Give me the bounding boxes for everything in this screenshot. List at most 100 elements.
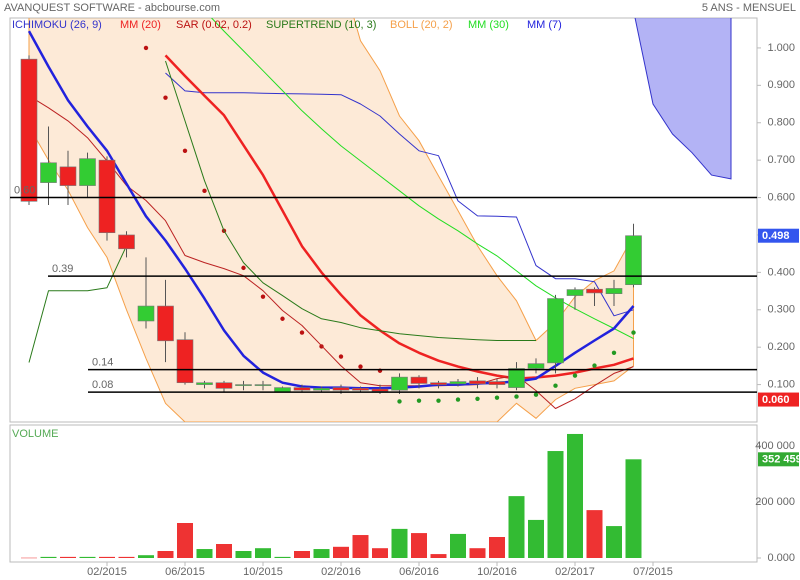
candle-body: [332, 387, 350, 391]
candle-body: [254, 384, 272, 386]
price-tag: [758, 452, 799, 467]
price-tag: [758, 228, 799, 243]
indicator-line: [164, 54, 634, 380]
legend-entry: MM (7): [527, 19, 562, 31]
y-tick-label: 0.100: [767, 378, 795, 390]
level-label: 0.08: [92, 379, 113, 391]
sar-dot: [358, 364, 363, 369]
volume-bar: [60, 556, 76, 558]
candle-body: [79, 158, 96, 186]
volume-bar: [606, 526, 622, 558]
candle-body: [391, 376, 408, 391]
y-tick-label: 1.000: [767, 42, 795, 54]
x-tick-label: 06/2015: [165, 566, 205, 578]
price-panel: [9, 17, 758, 423]
sar-dot: [202, 188, 207, 194]
y-tick-label: 200 000: [755, 496, 795, 508]
y-tick-label: 0.900: [767, 79, 795, 91]
candle-body: [586, 288, 603, 294]
candle-body: [59, 166, 77, 186]
price-tag-label: 0.060: [762, 394, 790, 406]
volume-bar: [255, 548, 271, 558]
candle-body: [566, 289, 584, 296]
candle-body: [352, 388, 369, 391]
indicator-line: [27, 30, 635, 390]
volume-bar: [489, 537, 505, 558]
candle-body: [196, 382, 213, 385]
volume-bar: [138, 555, 154, 558]
volume-panel: [9, 424, 758, 563]
sar-dot: [397, 399, 402, 404]
indicator-line: [28, 60, 536, 363]
price-tag-label: 352 459: [762, 454, 800, 466]
candle-body: [137, 305, 155, 322]
volume-bar: [216, 544, 232, 558]
sar-dot: [280, 316, 285, 321]
sar-dot: [475, 396, 480, 402]
indicator-line: [165, 72, 634, 317]
sar-dot: [182, 148, 188, 153]
volume-bar: [586, 510, 603, 558]
x-tick-label: 02/2016: [321, 566, 361, 578]
sar-dot: [572, 373, 578, 378]
volume-bar: [79, 556, 96, 558]
sar-dot: [611, 350, 617, 355]
y-tick-label: 0.200: [767, 341, 795, 353]
candle-body: [293, 387, 311, 391]
price-plot: [20, 18, 732, 422]
legend-entry: BOLL (20, 2): [390, 19, 453, 31]
candle-body: [98, 159, 116, 234]
sar-dot: [494, 395, 500, 400]
x-tick-label: 10/2016: [477, 566, 517, 578]
level-label: 0.39: [52, 263, 73, 275]
candle-body: [313, 388, 330, 391]
y-tick-label: 0.000: [767, 552, 795, 564]
candle-body: [527, 363, 545, 369]
legend-entry: MM (20): [120, 19, 161, 31]
band-area: [28, 18, 634, 422]
candle-body: [605, 288, 623, 294]
period: 5 ANS - MENSUEL: [702, 2, 796, 14]
chart-title: AVANQUEST SOFTWARE - abcbourse.com: [4, 2, 220, 14]
x-tick-label: 07/2015: [633, 566, 673, 578]
y-tick-label: 0.800: [767, 117, 795, 129]
overlay: 0.1000.2000.3000.4000.5000.6000.7000.800…: [10, 19, 800, 578]
x-tick-label: 02/2015: [87, 566, 127, 578]
volume-bar: [196, 549, 213, 558]
candle-body: [449, 381, 467, 385]
price-tag-label: 0.498: [762, 230, 790, 242]
candle-body: [469, 380, 486, 385]
candle-body: [547, 298, 564, 364]
sar-dot: [241, 265, 246, 271]
candle-body: [215, 382, 233, 389]
sar-dot: [592, 363, 597, 368]
y-tick-label: 0.300: [767, 304, 795, 316]
y-tick-label: 0.400: [767, 266, 795, 278]
sar-dot: [631, 330, 636, 335]
level-label: 0.60: [14, 184, 35, 196]
sar-dot: [533, 392, 539, 397]
level-label: 0.14: [92, 357, 113, 369]
cloud-area: [634, 18, 732, 180]
sar-dot: [553, 383, 558, 388]
volume-bar: [333, 546, 349, 558]
volume-bar: [411, 533, 427, 558]
candle-body: [118, 234, 135, 250]
volume-bar: [157, 551, 174, 558]
volume-bar: [372, 548, 388, 558]
volume-title: VOLUME: [12, 428, 58, 440]
y-tick-label: 0.700: [767, 154, 795, 166]
volume-bar: [99, 556, 115, 558]
volume-bar: [118, 556, 135, 558]
volume-bar: [469, 548, 486, 558]
volume-bar: [528, 519, 544, 558]
volume-bar: [567, 433, 583, 558]
candle-body: [430, 382, 447, 385]
candle-body: [488, 381, 506, 385]
volume-bar: [547, 451, 564, 558]
sar-dot: [338, 354, 344, 359]
sar-dot: [436, 398, 441, 403]
volume-bar: [40, 556, 57, 558]
sar-dot: [143, 45, 149, 51]
